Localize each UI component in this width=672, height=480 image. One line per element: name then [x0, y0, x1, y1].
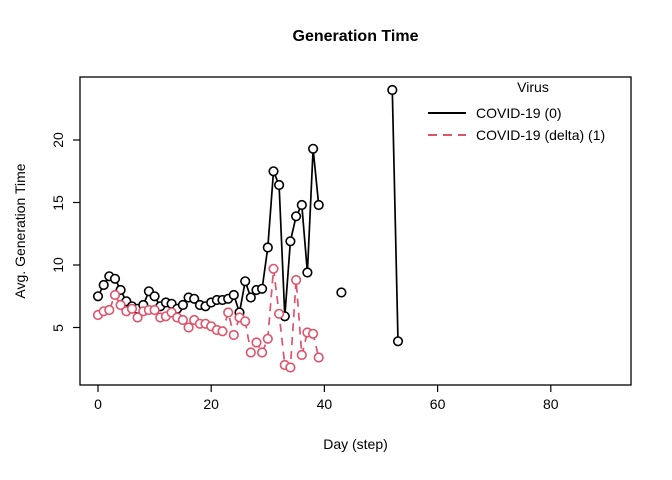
series-line [97, 148, 320, 317]
y-tick-label: 5 [50, 323, 66, 332]
legend-entry-label: COVID-19 (0) [476, 105, 562, 121]
data-point-marker [308, 328, 319, 339]
legend-entry: COVID-19 (0) [428, 102, 638, 124]
data-point-marker [245, 292, 256, 303]
data-point-marker [245, 347, 256, 358]
data-point-marker [296, 199, 307, 211]
data-point-marker [262, 333, 273, 344]
data-point-marker [257, 283, 268, 294]
data-point-marker [223, 307, 234, 318]
legend-title: Virus [517, 79, 549, 95]
y-axis-label: Avg. Generation Time [12, 163, 28, 299]
data-point-marker [302, 267, 313, 278]
data-point-marker [285, 362, 296, 373]
data-point-marker [336, 287, 347, 298]
legend-entry-label: COVID-19 (delta) (1) [476, 127, 606, 143]
data-point-marker [240, 316, 251, 327]
data-point-marker [104, 304, 115, 316]
chart-title: Generation Time [292, 28, 419, 45]
data-point-marker [257, 347, 268, 358]
data-point-marker [313, 352, 324, 363]
x-tick-label: 80 [543, 396, 559, 412]
x-tick-label: 60 [429, 396, 446, 412]
legend: Virus COVID-19 (0) COVID-19 (delta) (1) [428, 79, 638, 146]
y-tick-label: 20 [50, 132, 66, 148]
data-point-marker [228, 289, 239, 301]
data-point-marker [109, 289, 121, 301]
data-point-marker [92, 291, 104, 302]
data-point-marker [240, 276, 251, 287]
data-point-marker [251, 337, 262, 348]
data-point-marker [308, 143, 319, 154]
plot-border [79, 76, 632, 386]
y-tick-label: 10 [50, 257, 66, 273]
data-point-marker [149, 291, 160, 302]
data-point-marker [183, 322, 194, 333]
data-point-marker [109, 273, 121, 284]
data-point-marker [132, 312, 143, 323]
data-point-marker [115, 299, 126, 311]
data-point-marker [296, 349, 307, 361]
data-point-marker [126, 303, 138, 314]
data-point-marker [274, 308, 285, 319]
data-point-marker [149, 304, 160, 316]
data-point-marker [268, 263, 279, 274]
data-point-marker [98, 279, 109, 291]
data-point-marker [274, 179, 285, 191]
data-point-marker [291, 211, 302, 222]
x-axis-label: Day (step) [323, 436, 388, 452]
legend-line-sample-dashed [428, 134, 466, 136]
data-point-marker [387, 84, 398, 96]
x-tick-label: 20 [203, 396, 219, 412]
data-point-marker [291, 274, 302, 286]
data-point-marker [268, 166, 279, 177]
legend-line-sample-solid [428, 112, 466, 114]
x-tick-label: 0 [94, 396, 102, 412]
data-point-marker [313, 199, 324, 211]
data-point-marker [177, 314, 188, 326]
x-tick-label: 40 [316, 396, 333, 412]
legend-entry: COVID-19 (delta) (1) [428, 124, 638, 146]
data-point-marker [285, 236, 296, 247]
data-point-marker [217, 326, 228, 337]
series-line [391, 89, 399, 342]
data-point-marker [262, 242, 273, 253]
data-point-marker [177, 299, 188, 311]
y-tick-label: 15 [50, 194, 66, 211]
data-point-marker [228, 329, 239, 341]
data-point-marker [189, 293, 200, 304]
data-point-marker [392, 336, 404, 347]
